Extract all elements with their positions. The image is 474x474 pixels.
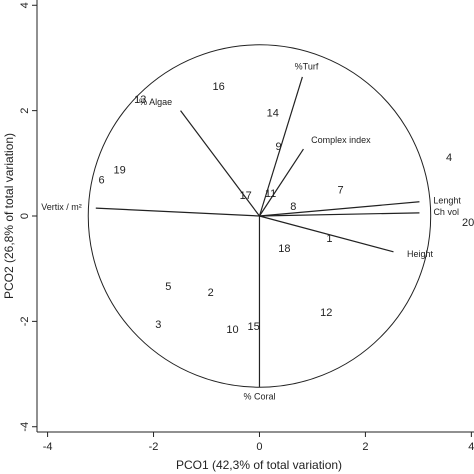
vector-label: Ch vol xyxy=(433,207,459,217)
vector xyxy=(259,215,394,253)
point-label: 8 xyxy=(290,201,296,213)
vector-label: Complex index xyxy=(311,135,371,145)
y-tick-label: -2 xyxy=(19,316,31,326)
point-label: 17 xyxy=(240,190,252,202)
point-label: 6 xyxy=(99,175,105,187)
point-label: 3 xyxy=(155,319,161,331)
point-label: 13 xyxy=(134,94,146,106)
vector-label: Height xyxy=(407,249,434,259)
y-tick-label: 2 xyxy=(19,108,31,114)
y-tick-label: 4 xyxy=(19,2,31,8)
point-label: 2 xyxy=(208,287,214,299)
x-tick-label: 0 xyxy=(256,441,262,453)
point-label: 4 xyxy=(446,152,452,164)
point-label: 16 xyxy=(213,81,225,93)
vector-label: Vertix / m² xyxy=(41,202,82,212)
vector-label: % Coral xyxy=(243,392,275,402)
point-label: 15 xyxy=(248,321,260,333)
x-axis-label: PCO1 (42,3% of total variation) xyxy=(176,458,342,472)
point-label: 7 xyxy=(337,185,343,197)
point-label: 18 xyxy=(278,243,290,255)
vector xyxy=(259,212,420,217)
point-label: 9 xyxy=(275,141,281,153)
vector xyxy=(180,110,260,217)
y-tick-label: -4 xyxy=(19,422,31,432)
point-label: 11 xyxy=(265,188,276,200)
vector xyxy=(258,148,304,217)
x-tick-label: -2 xyxy=(149,441,159,453)
x-tick-label: -4 xyxy=(43,441,53,453)
x-tick-label: 4 xyxy=(468,441,474,453)
vector xyxy=(95,207,260,217)
x-tick-label: 2 xyxy=(362,441,368,453)
vector xyxy=(258,76,303,217)
point-label: 19 xyxy=(114,165,126,177)
point-label: 1 xyxy=(326,233,332,245)
point-label: 14 xyxy=(267,108,279,120)
point-label: 20 xyxy=(462,217,474,229)
vector-label: Lenght xyxy=(433,195,461,205)
y-tick-label: 0 xyxy=(19,213,31,219)
point-label: 12 xyxy=(320,307,332,319)
vector-label: %Turf xyxy=(295,62,319,72)
point-label: 10 xyxy=(226,324,238,336)
vector-label: % Algae xyxy=(139,97,172,107)
y-axis-label: PCO2 (26,8% of total variation) xyxy=(2,133,16,299)
point-label: 5 xyxy=(165,281,171,293)
vector xyxy=(259,201,420,217)
